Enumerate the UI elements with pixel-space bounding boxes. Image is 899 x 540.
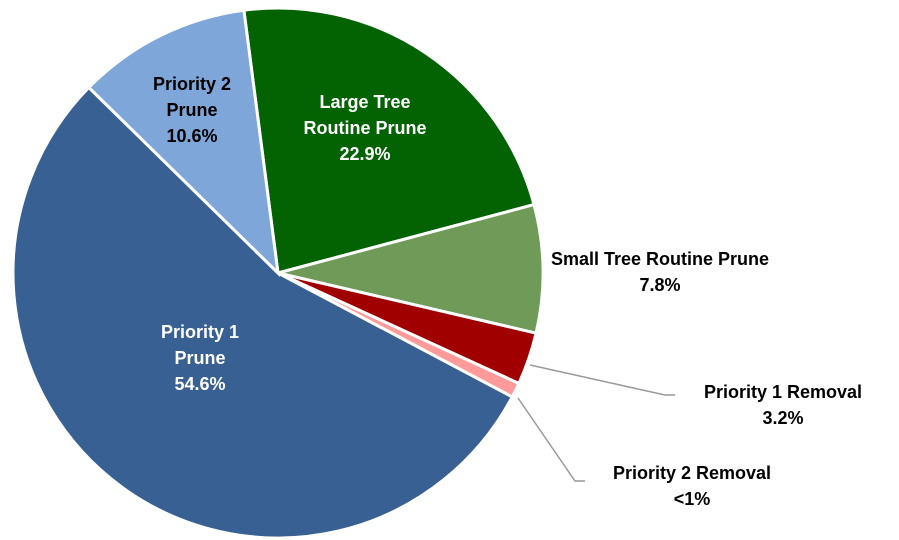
leader-line <box>517 397 585 482</box>
slice-label: Priority 2 Prune 10.6% <box>137 71 247 149</box>
value-label: 22.9% <box>339 144 391 164</box>
slice-label: Small Tree Routine Prune 7.8% <box>550 246 770 298</box>
category-label: Priority 2 Prune <box>152 74 232 120</box>
pie-slice <box>242 6 536 275</box>
category-label: Priority 1 Prune <box>160 322 240 368</box>
category-label: Small Tree Routine Prune <box>550 249 770 269</box>
value-label: 10.6% <box>166 126 218 146</box>
value-label: 7.8% <box>639 275 681 295</box>
category-label: Large Tree Routine Prune <box>303 92 427 138</box>
slice-label: Large Tree Routine Prune 22.9% <box>285 89 445 167</box>
slice-label: Priority 1 Removal 3.2% <box>668 379 898 431</box>
pie-slice <box>277 202 545 335</box>
value-label: <1% <box>673 489 711 509</box>
value-label: 54.6% <box>174 374 226 394</box>
leader-line <box>529 364 675 396</box>
value-label: 3.2% <box>762 408 804 428</box>
slice-label: Priority 1 Prune 54.6% <box>145 319 255 397</box>
category-label: Priority 1 Removal <box>703 382 863 402</box>
pie-slice <box>11 85 515 540</box>
category-label: Priority 2 Removal <box>612 463 772 483</box>
slice-label: Priority 2 Removal <1% <box>577 460 807 512</box>
pie-slice <box>86 8 281 278</box>
